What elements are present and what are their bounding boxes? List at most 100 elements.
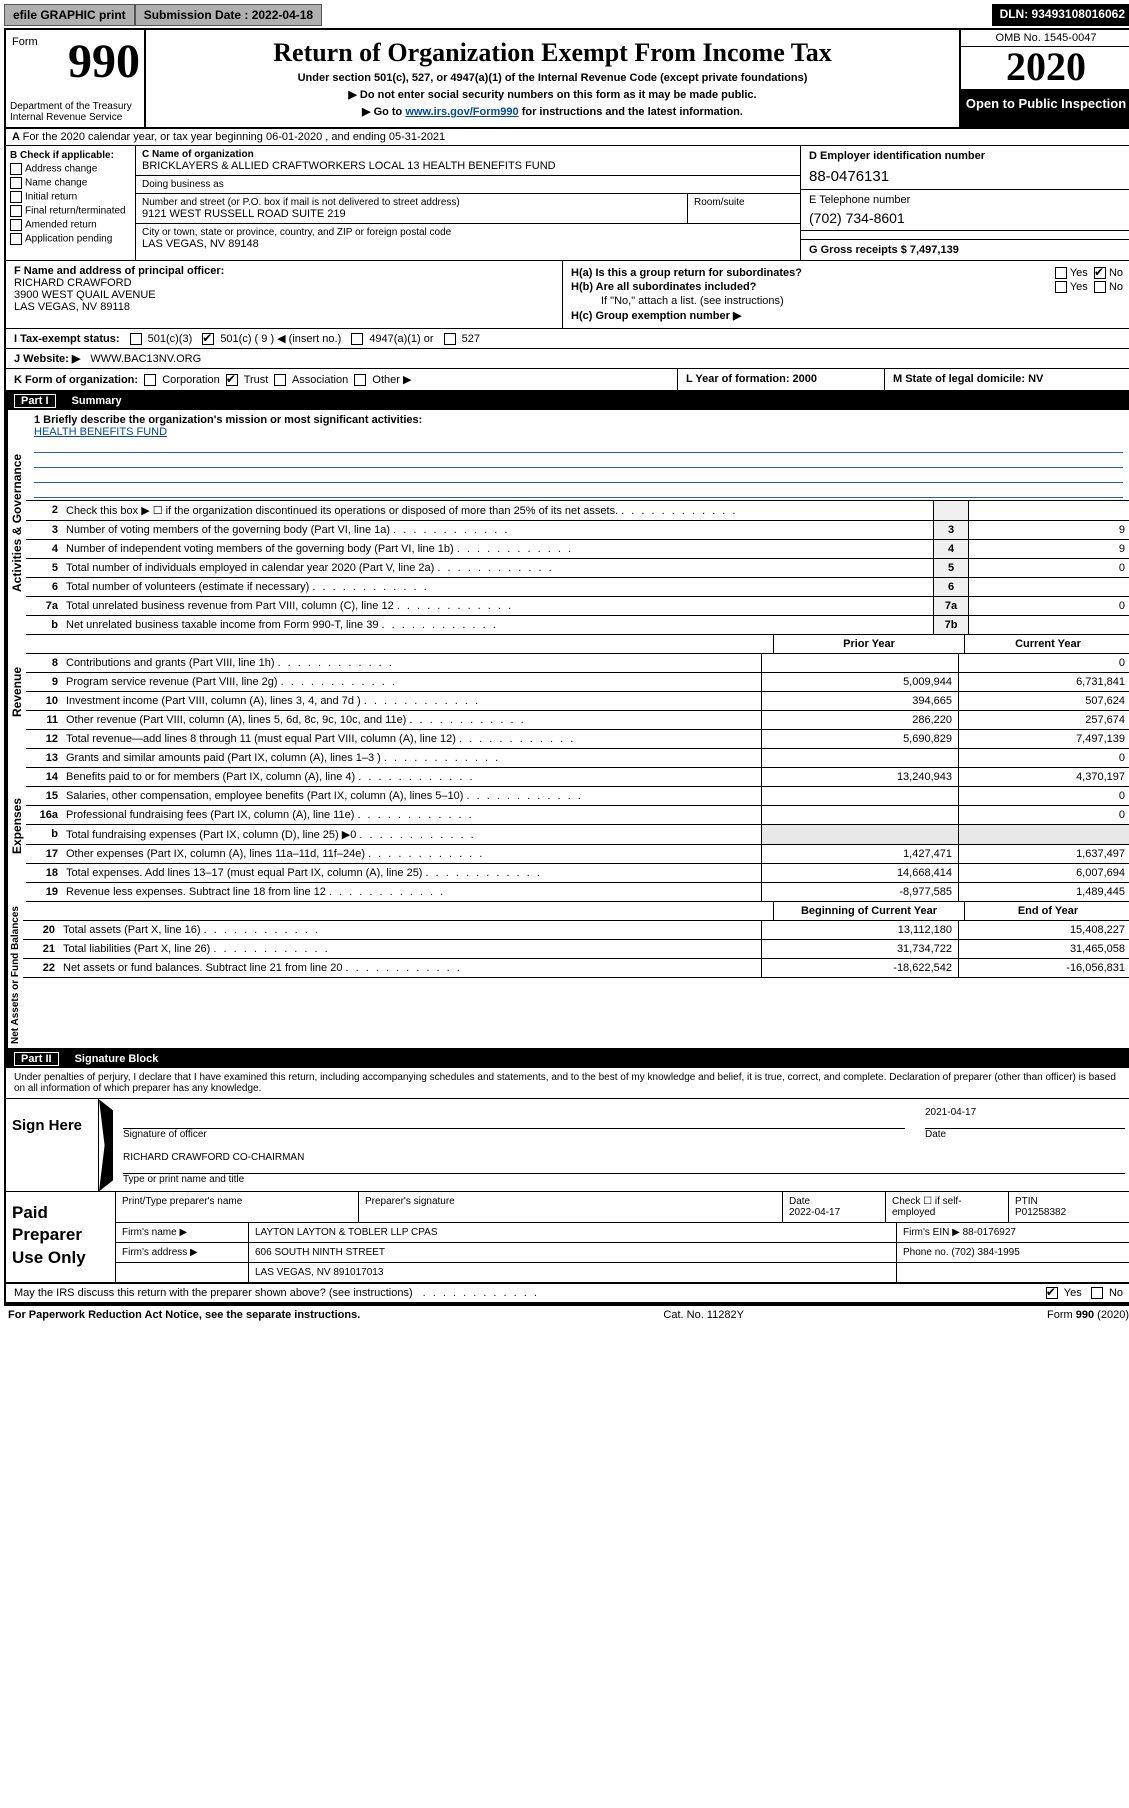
row-boxnum: 6 — [933, 578, 968, 596]
row-text: Other expenses (Part IX, column (A), lin… — [62, 845, 761, 863]
phone-value: (702) 734-8601 — [809, 206, 1123, 226]
row-text: Total unrelated business revenue from Pa… — [62, 597, 933, 615]
prep-h3: Date — [789, 1196, 810, 1207]
M-label: M State of legal domicile: NV — [893, 373, 1043, 385]
chk-final[interactable] — [10, 205, 22, 217]
form-word: Form — [12, 36, 38, 48]
prior-val — [761, 749, 958, 767]
row-val: 0 — [968, 559, 1129, 577]
firm-addr2: LAS VEGAS, NV 891017013 — [249, 1263, 897, 1282]
prior-val: -18,622,542 — [761, 959, 958, 977]
G-label: G Gross receipts $ 7,497,139 — [809, 244, 959, 256]
row-num: 13 — [26, 749, 62, 767]
discuss-text: May the IRS discuss this return with the… — [14, 1287, 413, 1299]
rev-section: Revenue Prior Year Current Year 8Contrib… — [6, 635, 1129, 749]
summary-row: 21Total liabilities (Part X, line 26) 31… — [23, 940, 1129, 959]
discuss-no[interactable] — [1091, 1287, 1103, 1299]
chk-trust[interactable] — [226, 374, 238, 386]
chk-501c3[interactable] — [130, 333, 142, 345]
row-num: 4 — [26, 540, 62, 558]
city-label: City or town, state or province, country… — [142, 227, 451, 238]
discuss-yes-lbl: Yes — [1064, 1287, 1082, 1299]
summary-row: 7aTotal unrelated business revenue from … — [26, 597, 1129, 616]
chk-initial[interactable] — [10, 191, 22, 203]
row-text: Investment income (Part VIII, column (A)… — [62, 692, 761, 710]
row-text: Total number of individuals employed in … — [62, 559, 933, 577]
officer-addr1: 3900 WEST QUAIL AVENUE — [14, 289, 156, 301]
opt-pending: Application pending — [25, 234, 112, 245]
row-text: Contributions and grants (Part VIII, lin… — [62, 654, 761, 672]
row-text: Number of independent voting members of … — [62, 540, 933, 558]
row-val: 9 — [968, 521, 1129, 539]
current-val: 1,489,445 — [958, 883, 1129, 901]
top-toolbar: efile GRAPHIC print Submission Date : 20… — [4, 4, 1129, 26]
row-num: 7a — [26, 597, 62, 615]
C-name-label: C Name of organization — [142, 149, 254, 160]
summary-row: 13Grants and similar amounts paid (Part … — [26, 749, 1129, 768]
line-A-text: For the 2020 calendar year, or tax year … — [23, 131, 446, 143]
row-val — [968, 616, 1129, 634]
prior-val: 14,668,414 — [761, 864, 958, 882]
chk-assoc[interactable] — [274, 374, 286, 386]
line-A: A For the 2020 calendar year, or tax yea… — [6, 129, 1129, 146]
no-1: No — [1109, 267, 1123, 279]
I-label: I Tax-exempt status: — [14, 333, 120, 345]
row-text: Other revenue (Part VIII, column (A), li… — [62, 711, 761, 729]
prep-h2: Preparer's signature — [359, 1192, 783, 1222]
summary-row: 18Total expenses. Add lines 13–17 (must … — [26, 864, 1129, 883]
row-num: 11 — [26, 711, 62, 729]
perjury-text: Under penalties of perjury, I declare th… — [6, 1068, 1129, 1099]
row-text: Total fundraising expenses (Part IX, col… — [62, 825, 761, 844]
officer-addr2: LAS VEGAS, NV 89118 — [14, 301, 130, 313]
prior-val: 5,690,829 — [761, 730, 958, 748]
discuss-yes[interactable] — [1046, 1287, 1058, 1299]
efile-print-button[interactable]: efile GRAPHIC print — [4, 4, 135, 26]
chk-other[interactable] — [354, 374, 366, 386]
note-goto: ▶ Go to www.irs.gov/Form990 for instruct… — [156, 105, 949, 118]
chk-pending[interactable] — [10, 233, 22, 245]
Ha-yes[interactable] — [1055, 267, 1067, 279]
row-text: Salaries, other compensation, employee b… — [62, 787, 761, 805]
prior-val — [761, 654, 958, 672]
row-val — [968, 501, 1129, 520]
chk-name-change[interactable] — [10, 177, 22, 189]
prep-ptin: P01258382 — [1015, 1207, 1066, 1218]
Ha-no[interactable] — [1094, 267, 1106, 279]
current-val: 7,497,139 — [958, 730, 1129, 748]
mission-text[interactable]: HEALTH BENEFITS FUND — [34, 426, 167, 438]
current-val: -16,056,831 — [958, 959, 1129, 977]
row-text: Net unrelated business taxable income fr… — [62, 616, 933, 634]
sig-name: RICHARD CRAWFORD CO-CHAIRMAN — [123, 1150, 1125, 1174]
submission-date-button[interactable]: Submission Date : 2022-04-18 — [135, 4, 322, 26]
Hb-label: H(b) Are all subordinates included? — [571, 281, 756, 293]
chk-amended[interactable] — [10, 219, 22, 231]
B-label: B Check if applicable: — [10, 150, 131, 161]
goto-pre: ▶ Go to — [362, 106, 405, 118]
phone-lbl: Phone no. — [903, 1247, 949, 1258]
row-text: Total number of volunteers (estimate if … — [62, 578, 933, 596]
na-section: Net Assets or Fund Balances Beginning of… — [6, 902, 1129, 1050]
firm-name-lbl: Firm's name ▶ — [116, 1223, 249, 1242]
row-num: 22 — [23, 959, 59, 977]
row-num: 9 — [26, 673, 62, 691]
irs-link[interactable]: www.irs.gov/Form990 — [405, 106, 518, 118]
opt-amended: Amended return — [25, 220, 97, 231]
L-label: L Year of formation: 2000 — [686, 373, 817, 385]
section-bcd: B Check if applicable: Address change Na… — [6, 146, 1129, 261]
current-val: 0 — [958, 806, 1129, 824]
current-val: 1,637,497 — [958, 845, 1129, 863]
dept-label: Department of the Treasury Internal Reve… — [10, 101, 140, 123]
dln-badge: DLN: 93493108016062 — [992, 4, 1129, 26]
chk-address-change[interactable] — [10, 163, 22, 175]
prior-val: -8,977,585 — [761, 883, 958, 901]
chk-527[interactable] — [444, 333, 456, 345]
chk-corp[interactable] — [144, 374, 156, 386]
row-text: Check this box ▶ ☐ if the organization d… — [62, 501, 933, 520]
goto-post: for instructions and the latest informat… — [519, 106, 743, 118]
Hb-no[interactable] — [1094, 281, 1106, 293]
chk-501c[interactable] — [202, 333, 214, 345]
prior-val: 286,220 — [761, 711, 958, 729]
chk-4947[interactable] — [351, 333, 363, 345]
Hb-yes[interactable] — [1055, 281, 1067, 293]
K-corp: Corporation — [162, 374, 219, 386]
